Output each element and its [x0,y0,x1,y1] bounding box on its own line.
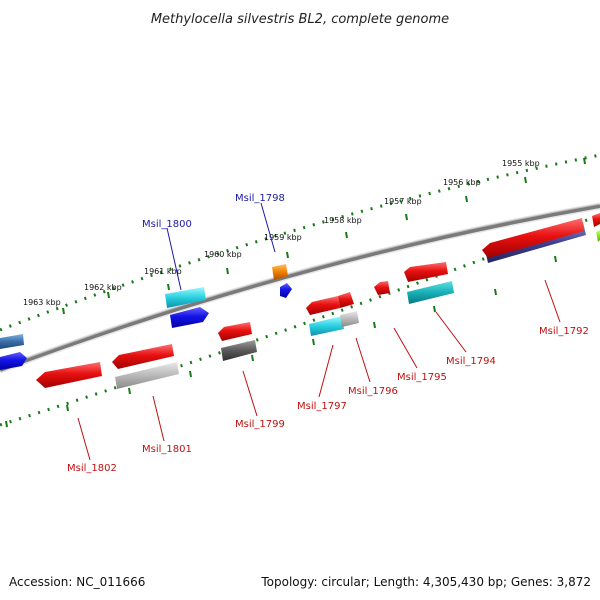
gene-label-msil-1802[interactable]: Msil_1802 [67,463,117,474]
ruler-label: 1960 kbp [204,250,242,259]
gene-feature[interactable] [112,344,174,369]
gene-feature[interactable] [170,307,209,328]
gene-msil-1799[interactable] [221,340,257,361]
outer-ruler [0,153,600,332]
gene-feature[interactable] [306,296,340,315]
ruler-label: 1959 kbp [264,233,302,242]
gene-msil-1794[interactable] [407,281,454,304]
gene-msil-1801[interactable] [115,362,179,389]
gene-msil-1796[interactable] [340,311,359,327]
gene-msil-1797[interactable] [309,316,344,336]
ruler-labels: 1963 kbp 1962 kbp 1961 kbp 1960 kbp 1959… [23,159,540,307]
gene-feature[interactable] [404,262,448,282]
gene-feature[interactable] [0,334,24,349]
gene-feature[interactable] [0,352,27,370]
genome-backbone [0,204,600,372]
genome-summary-text: Topology: circular; Length: 4,305,430 bp… [261,575,591,589]
ruler-label: 1961 kbp [144,267,182,276]
gene-label-msil-1794[interactable]: Msil_1794 [446,356,496,367]
map-title: Methylocella silvestris BL2, complete ge… [151,12,449,27]
gene-label-msil-1796[interactable]: Msil_1796 [348,386,398,397]
gene-feature[interactable] [592,213,600,227]
gene-msil-1798[interactable] [280,283,292,298]
gene-label-msil-1799[interactable]: Msil_1799 [235,419,285,430]
reverse-genes [36,218,584,389]
gene-feature[interactable] [338,292,354,308]
gene-msil-1802[interactable] [36,362,102,388]
gene-msil-1792[interactable] [482,218,584,258]
gene-label-msil-1801[interactable]: Msil_1801 [142,444,192,455]
ruler-label: 1962 kbp [84,283,122,292]
inner-ruler-ticks [5,255,557,428]
gene-feature[interactable] [272,264,288,280]
gene-label-msil-1795[interactable]: Msil_1795 [397,372,447,383]
gene-label-msil-1797[interactable]: Msil_1797 [297,401,347,412]
gene-labels: Msil_1798 Msil_1800 Msil_1802 Msil_1801 … [67,193,589,474]
backbone-highlight [0,203,600,369]
label-leaders [77,202,561,461]
gene-feature[interactable] [596,230,600,242]
gene-label-msil-1798[interactable]: Msil_1798 [235,193,285,204]
gene-feature[interactable] [218,322,252,341]
outer-ruler-ticks [62,157,586,315]
ruler-label: 1963 kbp [23,298,61,307]
gene-msil-1800[interactable] [165,287,206,308]
ruler-label: 1958 kbp [324,216,362,225]
accession-text: Accession: NC_011666 [9,575,146,589]
gene-msil-1795[interactable] [374,281,390,295]
ruler-label: 1957 kbp [384,197,422,206]
gene-label-msil-1792[interactable]: Msil_1792 [539,326,589,337]
ruler-label: 1956 kbp [443,178,481,187]
gene-label-msil-1800[interactable]: Msil_1800 [142,219,192,230]
ruler-label: 1955 kbp [502,159,540,168]
